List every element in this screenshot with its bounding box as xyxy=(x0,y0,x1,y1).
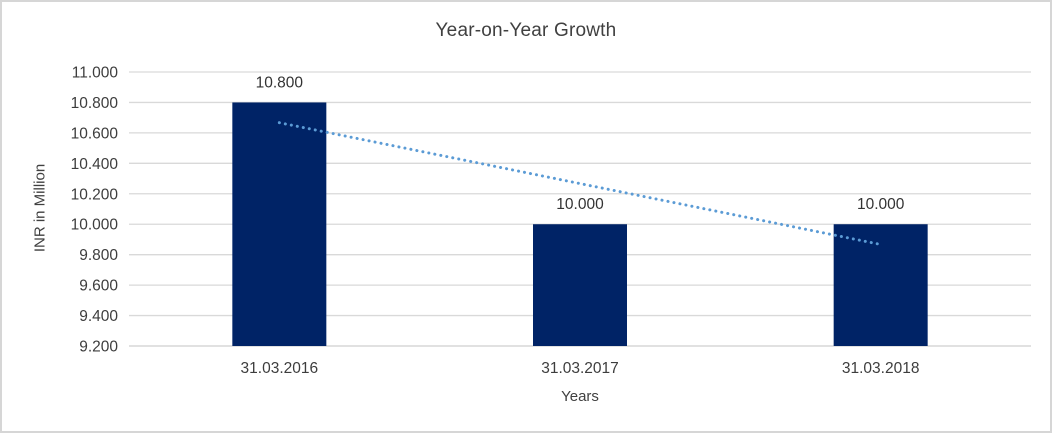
y-tick-label: 10.600 xyxy=(71,125,119,142)
x-tick-label: 31.03.2016 xyxy=(241,360,319,377)
y-tick-label: 10.400 xyxy=(71,156,119,173)
y-tick-label: 10.200 xyxy=(71,186,119,203)
y-tick-label: 9.600 xyxy=(79,278,118,295)
bar xyxy=(232,102,327,346)
trendline xyxy=(277,121,883,246)
x-tick-label: 31.03.2017 xyxy=(541,360,619,377)
y-tick-label: 10.800 xyxy=(71,95,119,112)
y-tick-label: 9.800 xyxy=(79,247,118,264)
x-tick-label: 31.03.2018 xyxy=(842,360,920,377)
y-tick-label: 11.000 xyxy=(72,65,119,82)
bar-value-label: 10.000 xyxy=(857,196,905,213)
x-axis-title: Years xyxy=(561,388,599,405)
bar-value-label: 10.000 xyxy=(556,196,604,213)
chart-title: Year-on-Year Growth xyxy=(435,20,617,41)
bar xyxy=(833,224,928,346)
bar-value-label: 10.800 xyxy=(256,74,304,91)
y-tick-label: 9.200 xyxy=(79,339,118,356)
y-tick-label: 10.000 xyxy=(71,217,119,234)
y-tick-label: 9.400 xyxy=(79,308,118,325)
bar xyxy=(533,224,627,346)
